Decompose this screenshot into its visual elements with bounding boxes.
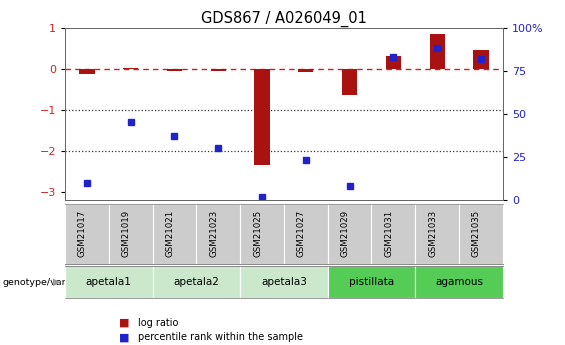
Text: GSM21025: GSM21025 (253, 210, 262, 257)
Text: genotype/variation: genotype/variation (3, 277, 93, 287)
Text: ■: ■ (119, 318, 129, 327)
Bar (123, 68, 138, 69)
Text: ■: ■ (119, 333, 129, 342)
Text: pistillata: pistillata (349, 277, 394, 287)
Text: GDS867 / A026049_01: GDS867 / A026049_01 (201, 10, 367, 27)
Text: apetala1: apetala1 (86, 277, 132, 287)
Text: GSM21029: GSM21029 (341, 210, 350, 257)
Bar (429, 34, 445, 69)
Text: GSM21019: GSM21019 (121, 210, 131, 257)
Text: GSM21023: GSM21023 (209, 210, 218, 257)
Text: GSM21031: GSM21031 (384, 210, 393, 257)
Bar (79, 69, 94, 73)
Bar (211, 69, 226, 71)
Text: GSM21027: GSM21027 (297, 210, 306, 257)
Text: log ratio: log ratio (138, 318, 179, 327)
Text: GSM21035: GSM21035 (472, 210, 481, 257)
Text: apetala2: apetala2 (173, 277, 219, 287)
Text: GSM21021: GSM21021 (166, 210, 175, 257)
Text: percentile rank within the sample: percentile rank within the sample (138, 333, 303, 342)
Bar (386, 56, 401, 69)
Bar (167, 69, 182, 71)
Bar (254, 69, 270, 165)
Text: GSM21017: GSM21017 (78, 210, 87, 257)
Text: agamous: agamous (435, 277, 483, 287)
Bar (473, 50, 489, 69)
Text: ▶: ▶ (53, 277, 60, 287)
Text: GSM21033: GSM21033 (428, 210, 437, 257)
Text: apetala3: apetala3 (261, 277, 307, 287)
Bar (298, 69, 314, 72)
Bar (342, 69, 357, 95)
